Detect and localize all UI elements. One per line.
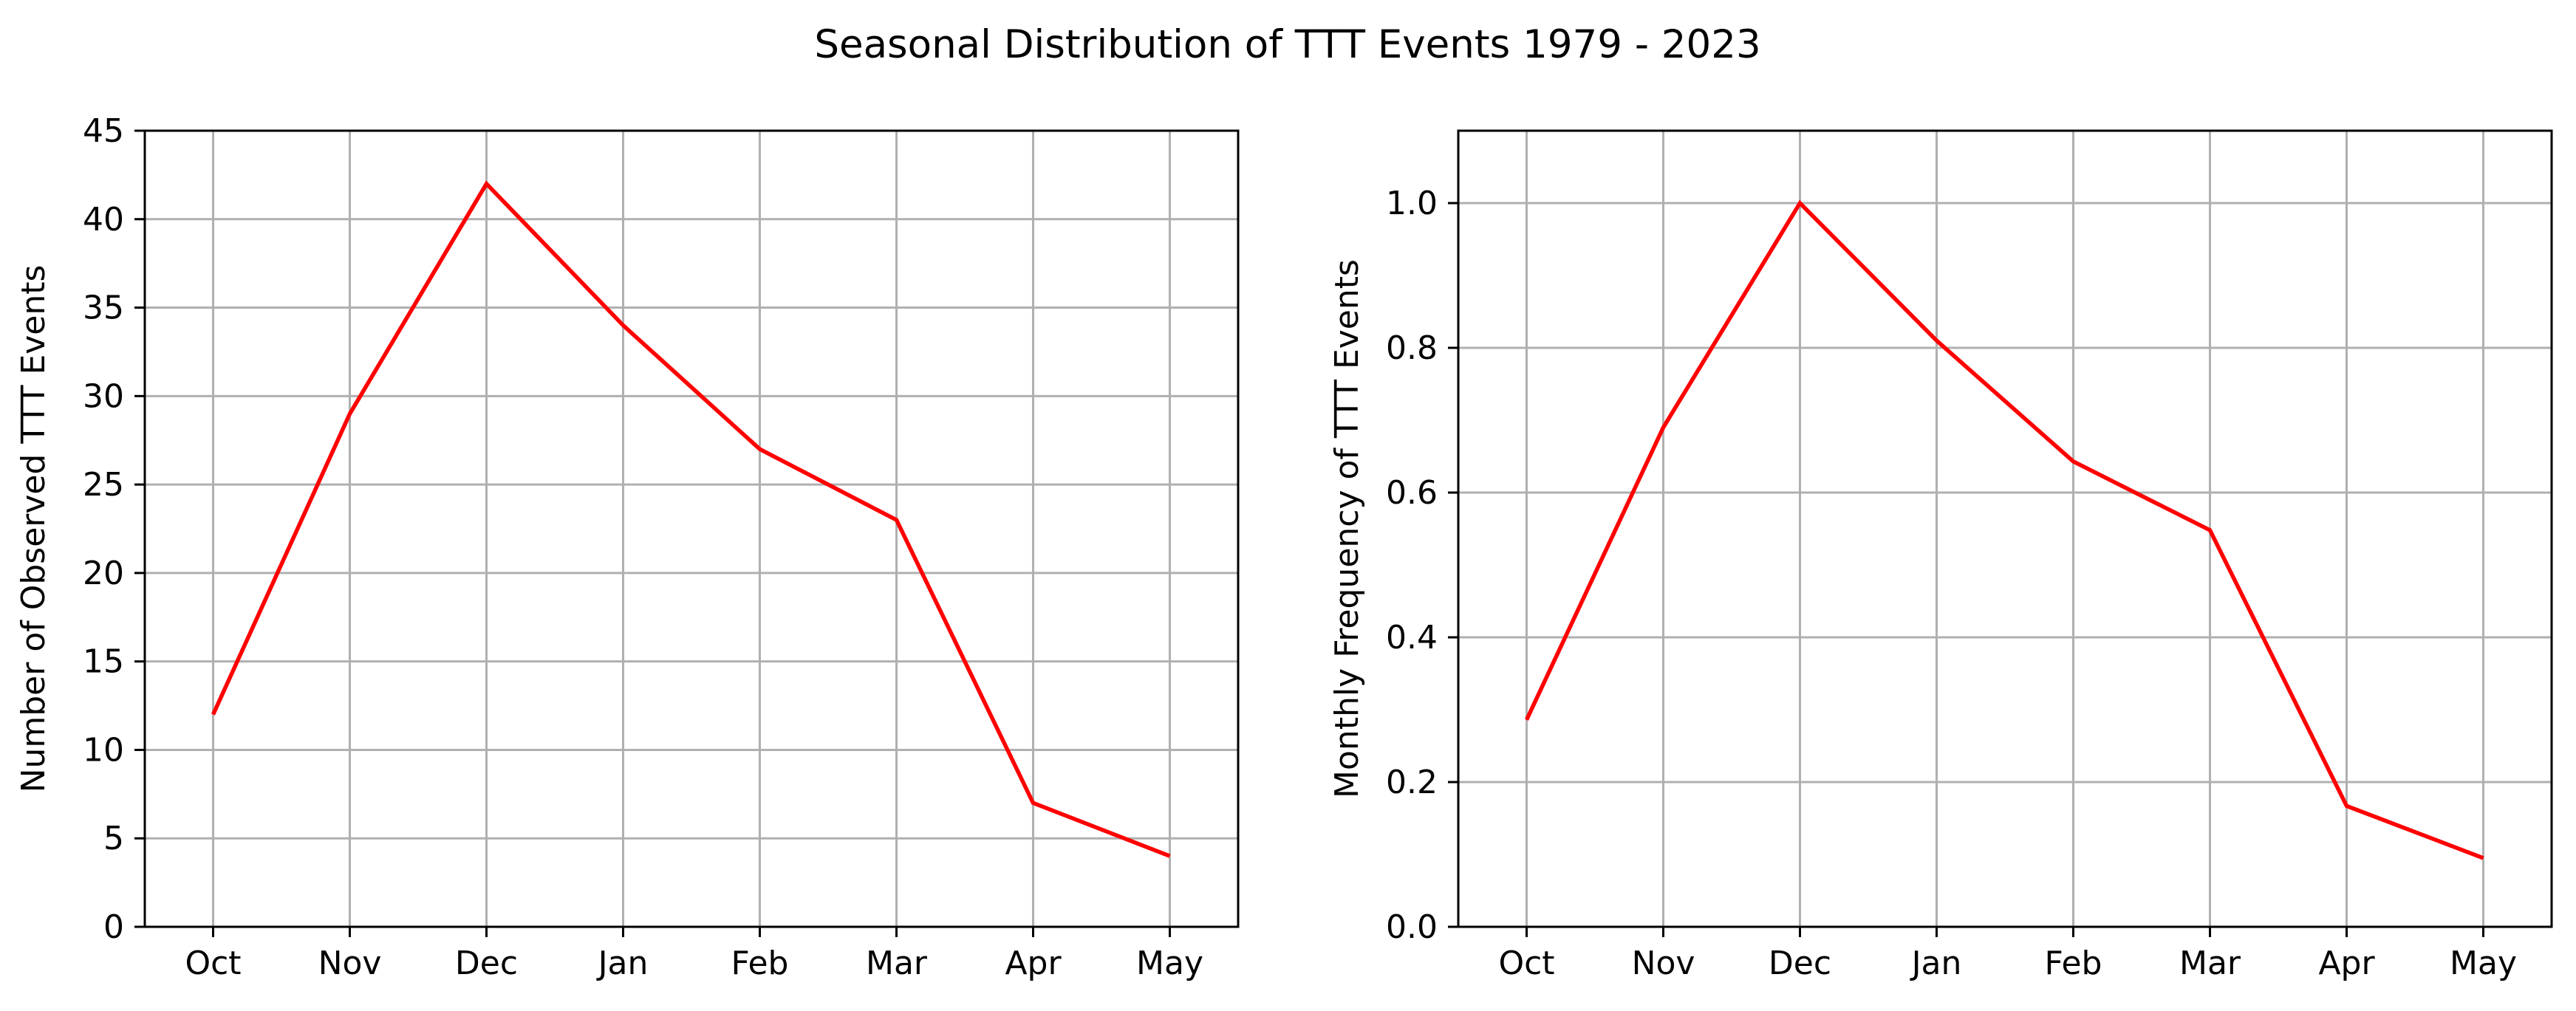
axes-frame (143, 129, 1240, 928)
x-tick-label: Mar (2179, 945, 2241, 982)
left-chart-panel: Oct Nov Dec Jan Feb Mar Apr May 0 5 10 15 20 25 30 35 40… (15, 112, 1240, 982)
y-tick-label: 0.2 (1386, 764, 1438, 801)
y-tick-label: 0.4 (1386, 619, 1438, 657)
x-tick-label: Dec (455, 945, 518, 982)
x-tick-label: Oct (1498, 945, 1554, 982)
y-tick-label: 45 (83, 112, 124, 150)
x-tick-label: Apr (2318, 945, 2375, 982)
y-tick-label: 25 (83, 466, 124, 504)
y-tick-label: 10 (83, 731, 124, 769)
right-chart-panel: Oct Nov Dec Jan Feb Mar Apr May 0.0 0.2 0.4 0.6 0.8 1… (1328, 129, 2553, 982)
x-tick-label: Jan (1910, 945, 1962, 982)
x-tick-label: Nov (318, 945, 382, 982)
y-tick-label: 35 (83, 289, 124, 327)
y-tick-label: 15 (83, 643, 124, 681)
y-tick-label: 40 (83, 201, 124, 239)
x-tick-label: Dec (1769, 945, 1831, 982)
x-tick-label: Apr (1005, 945, 1062, 982)
x-tick-label: Feb (731, 945, 789, 982)
y-axis-label: Monthly Frequency of TTT Events (1328, 259, 1366, 798)
x-tick-label: Feb (2045, 945, 2102, 982)
x-tick-label: May (1136, 945, 1203, 982)
series-line-0 (211, 180, 1171, 858)
series-line-0 (1525, 199, 2484, 860)
x-tick-label: Jan (596, 945, 649, 982)
x-tick-label: Nov (1632, 945, 1695, 982)
y-axis-label: Number of Observed TTT Events (15, 265, 52, 793)
x-tick-label: May (2450, 945, 2517, 982)
axes-frame (1457, 129, 2553, 928)
y-tick-label: 30 (83, 377, 124, 415)
y-tick-label: 0 (103, 908, 124, 946)
x-tick-label: Oct (185, 945, 241, 982)
y-tick-label: 0.0 (1386, 908, 1438, 946)
figure-title: Seasonal Distribution of TTT Events 1979… (814, 22, 1760, 67)
y-tick-label: 1.0 (1386, 185, 1438, 222)
y-tick-label: 0.8 (1386, 329, 1438, 367)
y-tick-label: 0.6 (1386, 474, 1438, 512)
y-tick-label: 20 (83, 555, 124, 592)
x-tick-label: Mar (866, 945, 928, 982)
y-tick-label: 5 (103, 820, 124, 857)
